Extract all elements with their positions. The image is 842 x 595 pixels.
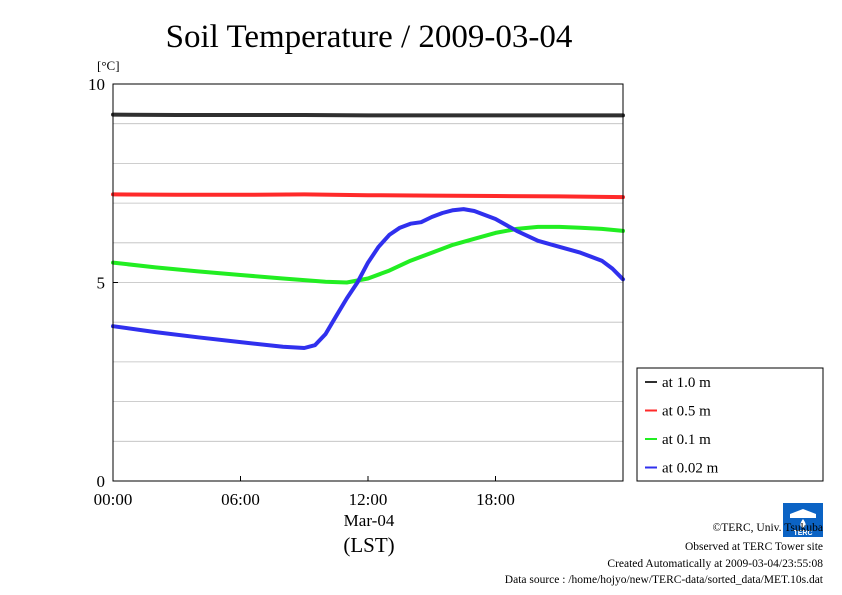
legend: at 1.0 m at 0.5 m at 0.1 m at 0.02 m bbox=[636, 367, 824, 482]
x-axis-unit-label: (LST) bbox=[343, 533, 394, 557]
legend-box bbox=[636, 367, 824, 482]
legend-label: at 1.0 m bbox=[662, 375, 711, 391]
site-text: Observed at TERC Tower site bbox=[685, 541, 823, 553]
x-tick-label: 18:00 bbox=[476, 490, 515, 509]
terc-logo-roof-icon bbox=[790, 509, 816, 518]
y-tick-label: 10 bbox=[88, 75, 105, 94]
y-tick-label: 5 bbox=[97, 274, 106, 293]
data-series bbox=[111, 112, 625, 350]
x-axis-ticks: 00:00 06:00 12:00 18:00 bbox=[94, 476, 515, 509]
copyright-text: ©TERC, Univ. Tsukuba bbox=[713, 522, 823, 534]
y-axis-ticks: 0 5 10 bbox=[88, 75, 118, 491]
terc-logo: TERC bbox=[783, 503, 823, 537]
legend-label: at 0.02 m bbox=[662, 461, 719, 477]
series-3-line bbox=[111, 224, 625, 285]
created-text: Created Automatically at 2009-03-04/23:5… bbox=[607, 558, 823, 570]
x-tick-label: 12:00 bbox=[349, 490, 388, 509]
x-axis-date-label: Mar-04 bbox=[344, 511, 395, 530]
legend-label: at 0.5 m bbox=[662, 404, 711, 420]
y-axis-unit-label: [°C] bbox=[97, 58, 120, 73]
data-source-text: Data source : /home/hojyo/new/TERC-data/… bbox=[505, 574, 824, 586]
x-tick-label: 00:00 bbox=[94, 490, 133, 509]
grid-lines bbox=[113, 123, 623, 442]
y-tick-label: 0 bbox=[97, 472, 106, 491]
series-4-line bbox=[111, 207, 625, 350]
series-1-line bbox=[111, 112, 625, 118]
chart-title: Soil Temperature / 2009-03-04 bbox=[166, 19, 573, 55]
terc-logo-drop-icon bbox=[800, 519, 806, 528]
x-tick-label: 06:00 bbox=[221, 490, 260, 509]
series-2-line bbox=[111, 192, 625, 200]
terc-logo-text: TERC bbox=[793, 530, 812, 537]
legend-label: at 0.1 m bbox=[662, 432, 711, 448]
